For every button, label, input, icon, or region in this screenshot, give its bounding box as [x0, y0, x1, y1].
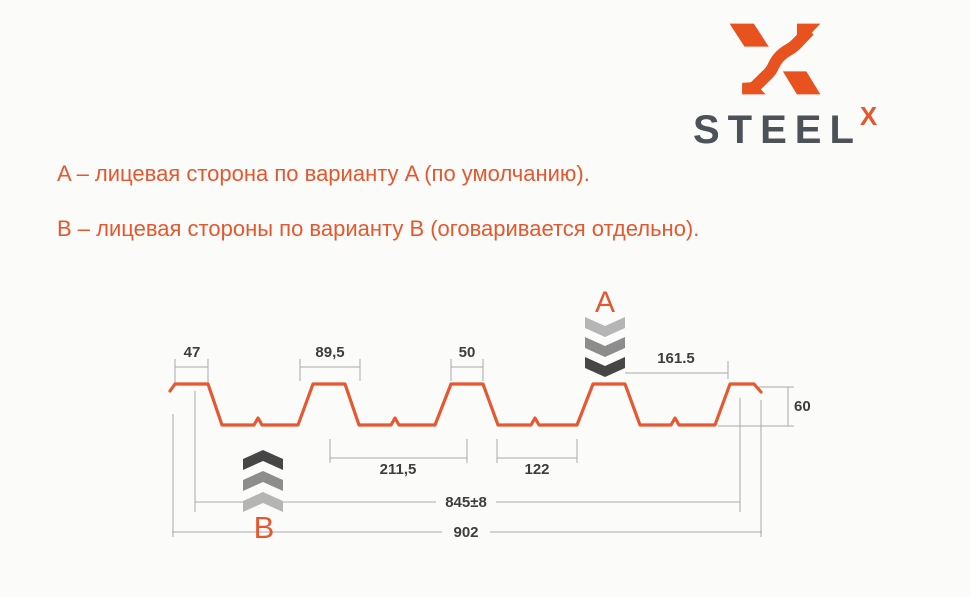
variant-a-chevron-icon [585, 317, 625, 377]
dimension-edge-flange: 47 [183, 344, 201, 361]
logo-brand-text: STEEL [693, 108, 862, 152]
profile-outline [168, 382, 763, 427]
dimension-rib-top: 50 [458, 344, 476, 361]
dimension-valley-width: 122 [524, 461, 550, 478]
steelx-x-mark-icon [729, 23, 821, 95]
dimension-end-pitch: 161.5 [657, 350, 695, 367]
logo-brand-sup-x: X [859, 101, 878, 131]
steelx-logo: STEELX [693, 101, 877, 153]
dimension-working-width: 845±8 [445, 494, 487, 511]
dimension-rib-pitch: 211,5 [379, 461, 417, 478]
note-variant-b: B – лицевая стороны по варианту B (огова… [57, 216, 700, 241]
dimension-rib-base: 89,5 [315, 344, 345, 361]
note-variant-a: A – лицевая сторона по варианту A (по ум… [57, 161, 590, 186]
side-a-label: A [594, 286, 615, 319]
dimension-height: 60 [794, 398, 811, 415]
variant-b-chevron-icon [243, 450, 283, 512]
dimension-lines [172, 359, 794, 537]
dimension-overall-width: 902 [453, 524, 479, 541]
side-b-label: B [253, 510, 275, 545]
